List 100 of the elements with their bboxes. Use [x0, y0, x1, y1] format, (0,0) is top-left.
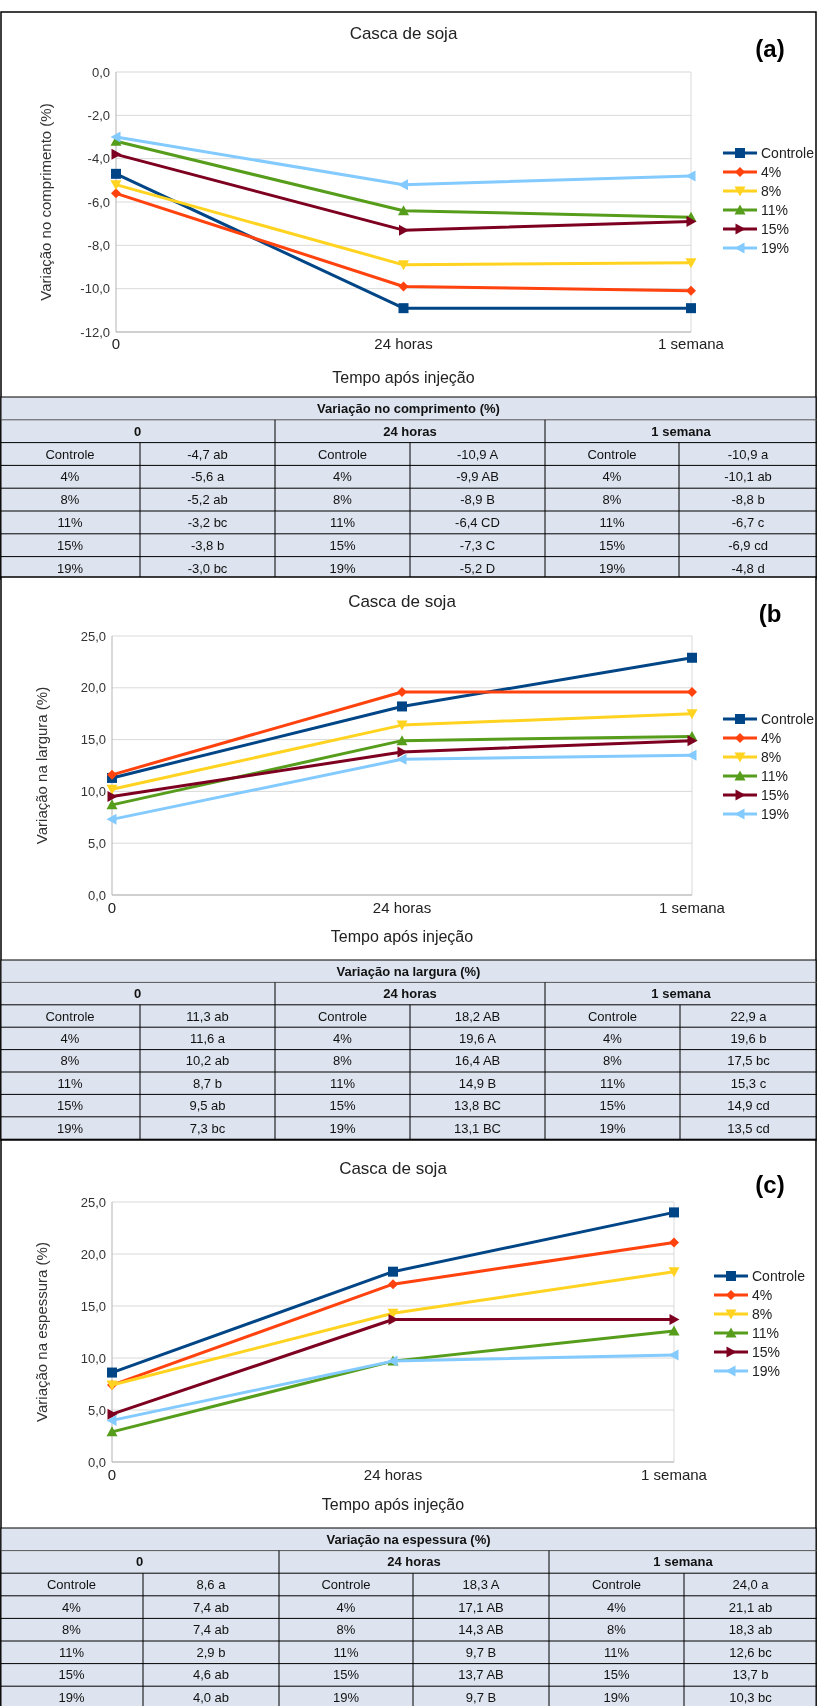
y-tick-label: 15,0 [80, 732, 106, 748]
text: 11% [333, 1644, 359, 1660]
data-label: -6,7 c [731, 514, 765, 530]
text: Variação na largura (%) [336, 963, 481, 979]
y-tick-label: 10,0 [80, 1350, 106, 1366]
data-label: 22,9 a [730, 1008, 768, 1024]
point [686, 303, 696, 314]
data-label: 14,9 cd [727, 1098, 770, 1114]
text: 4% [62, 1599, 81, 1615]
text: 15% [332, 1667, 360, 1683]
y-tick-label: 0,0 [87, 887, 106, 903]
point [669, 1237, 679, 1248]
point [107, 1367, 117, 1378]
text: 8% [60, 492, 80, 508]
point [111, 168, 121, 179]
text: 19% [56, 1120, 84, 1136]
y-tick-label: 25,0 [80, 1194, 106, 1210]
text: Variação no comprimento (%) [317, 400, 500, 416]
point [110, 131, 121, 143]
data-label: -3,8 b [190, 537, 225, 553]
text: 15% [329, 1098, 356, 1114]
legend-label: 15% [752, 1343, 781, 1360]
text: 4% [602, 469, 622, 485]
point [396, 753, 407, 765]
x-axis-title: Tempo após injeção [321, 1496, 465, 1513]
point [687, 652, 697, 663]
text: 4% [336, 1599, 356, 1615]
data-label: -4,7 ab [187, 446, 228, 462]
data-label: 15,3 c [730, 1075, 767, 1091]
text: (c) [755, 1171, 785, 1198]
data-label: 17,1 AB [458, 1599, 504, 1615]
point [397, 701, 407, 712]
category-label: 1 semana [651, 986, 711, 1002]
point [687, 686, 697, 697]
legend-label: 4% [752, 1286, 773, 1303]
text: 15% [56, 1098, 84, 1114]
point [398, 205, 409, 216]
data-label: 14,3 AB [458, 1622, 504, 1638]
y-tick-label: -6,0 [87, 194, 110, 210]
data-label: 19,6 A [459, 1030, 497, 1046]
text: 19% [329, 1120, 356, 1136]
point [106, 813, 117, 825]
point [388, 1279, 398, 1290]
data-label: -7,3 C [459, 537, 496, 553]
text: 19% [603, 1690, 630, 1706]
data-label: 12,6 bc [729, 1644, 773, 1660]
legend-label: 15% [761, 220, 790, 237]
text: Controle [317, 1008, 368, 1024]
text: 11% [599, 1075, 626, 1091]
legend-label: 11% [752, 1324, 779, 1341]
text: 11% [57, 1075, 83, 1091]
text: 19% [332, 1690, 360, 1706]
data-label: 7,3 bc [189, 1120, 226, 1136]
x-tick-label: 1 semana [658, 335, 725, 352]
data-label: 18,3 ab [728, 1622, 773, 1638]
text: 8% [62, 1622, 81, 1638]
text: (b [758, 600, 782, 627]
data-label: -4,8 d [731, 560, 765, 576]
text: 4% [60, 469, 80, 485]
data-label: -3,0 bc [187, 560, 228, 576]
point [106, 1414, 117, 1426]
text: Controle [587, 1008, 638, 1024]
point [397, 686, 407, 697]
data-label: 7,4 ab [192, 1622, 230, 1638]
legend-label: 19% [752, 1362, 781, 1379]
legend-label: Controle [752, 1267, 806, 1284]
legend-label: 8% [761, 748, 782, 765]
data-label: 2,9 b [196, 1644, 226, 1660]
y-axis-title: Variação na largura (%) [33, 686, 50, 845]
y-tick-label: -4,0 [87, 151, 110, 167]
data-label: 7,4 ab [192, 1599, 230, 1615]
data-label: 13,1 BC [454, 1120, 501, 1136]
category-label: 1 semana [651, 423, 711, 439]
category-label: 24 horas [383, 423, 437, 439]
point [668, 1325, 680, 1336]
text: 19% [58, 1690, 85, 1706]
y-tick-label: 20,0 [80, 680, 106, 696]
category-label: 0 [133, 986, 142, 1002]
point [111, 148, 122, 160]
legend-label: 8% [761, 182, 782, 199]
x-tick-label: 1 semana [659, 899, 726, 916]
y-tick-label: 15,0 [80, 1298, 106, 1314]
point [685, 258, 697, 269]
data-label: -9,9 AB [456, 469, 499, 485]
legend-label: 4% [761, 163, 782, 180]
text: (a) [755, 35, 785, 62]
legend-label: 19% [761, 805, 790, 822]
legend-label: Controle [761, 710, 815, 727]
data-label: 13,7 b [732, 1667, 769, 1683]
data-label: 10,3 bc [729, 1690, 773, 1706]
text: 19% [599, 1120, 626, 1136]
text: 15% [599, 1098, 626, 1114]
data-label: 14,9 B [458, 1075, 497, 1091]
y-tick-label: 0,0 [91, 64, 110, 80]
x-tick-label: 24 horas [372, 899, 432, 916]
data-label: 21,1 ab [728, 1599, 773, 1615]
chart-title: Casca de soja [339, 1159, 448, 1178]
legend-label: 19% [761, 239, 790, 256]
point [398, 303, 409, 314]
y-tick-label: -2,0 [87, 107, 110, 123]
